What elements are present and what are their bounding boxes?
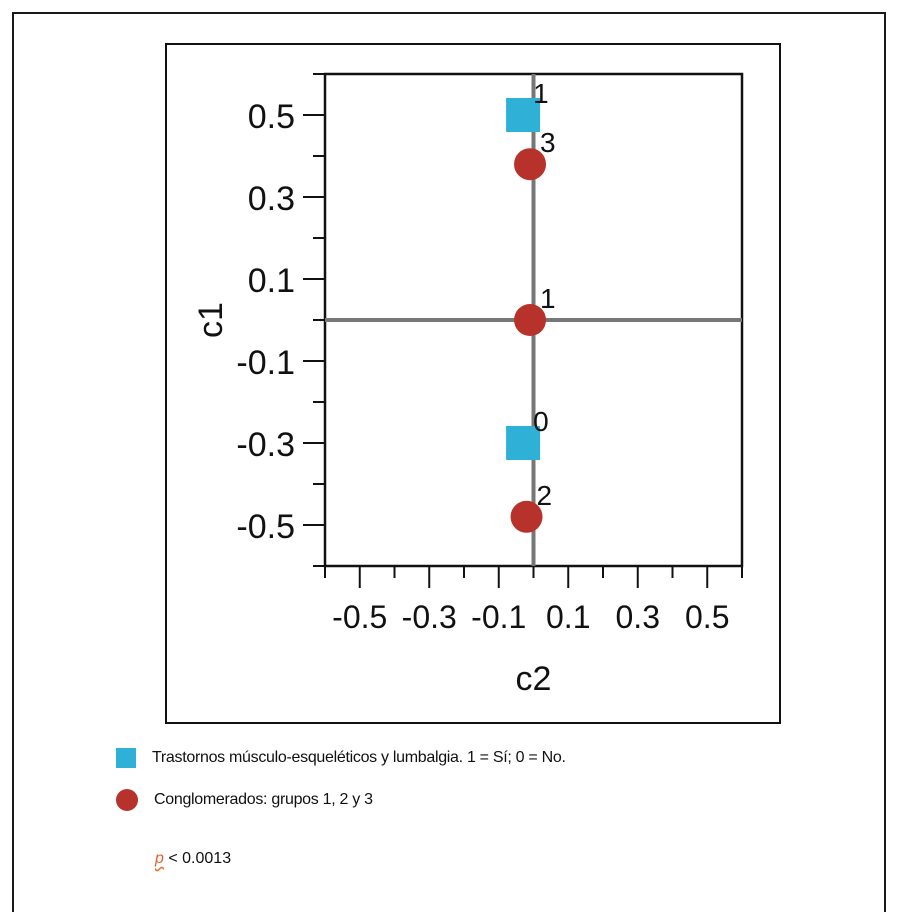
x-tick-label: -0.5 xyxy=(332,599,387,635)
square-marker xyxy=(506,98,541,132)
point-label: 0 xyxy=(533,406,549,437)
y-axis-title: c1 xyxy=(192,302,230,338)
point-label: 2 xyxy=(537,480,553,511)
circle-marker xyxy=(514,304,547,336)
x-axis-title: c2 xyxy=(516,660,552,698)
p-value-annotation: p < 0.0013 xyxy=(155,850,231,868)
chart-frame xyxy=(165,43,781,724)
y-tick-label: -0.5 xyxy=(236,508,295,546)
point-label: 3 xyxy=(540,127,556,158)
y-tick-label: -0.3 xyxy=(236,426,295,464)
legend-square-marker xyxy=(116,748,136,768)
y-tick-label: -0.1 xyxy=(236,344,295,382)
x-tick-label: -0.1 xyxy=(471,599,526,635)
circle-marker xyxy=(510,500,543,533)
y-tick-label: 0.3 xyxy=(248,180,295,218)
legend-circles-label: Conglomerados: grupos 1, 2 y 3 xyxy=(154,791,373,808)
p-symbol: p xyxy=(155,850,164,867)
x-tick-label: -0.3 xyxy=(402,599,457,635)
legend-squares-label: Trastornos músculo-esqueléticos y lumbal… xyxy=(152,749,566,766)
y-tick-label: 0.1 xyxy=(248,262,295,300)
legend-item-circles: Conglomerados: grupos 1, 2 y 3 xyxy=(116,789,373,811)
x-tick-label: 0.3 xyxy=(616,599,660,635)
circle-marker xyxy=(514,148,547,181)
point-label: 1 xyxy=(533,78,549,109)
y-tick-label: 0.5 xyxy=(248,98,295,136)
p-value-text: < 0.0013 xyxy=(168,850,232,867)
x-tick-label: 0.1 xyxy=(546,599,590,635)
legend-circle-marker xyxy=(116,789,138,811)
x-tick-label: 0.5 xyxy=(685,599,729,635)
figure-frame xyxy=(12,12,886,912)
legend-item-squares: Trastornos músculo-esqueléticos y lumbal… xyxy=(116,748,566,768)
point-label: 1 xyxy=(540,283,556,314)
square-marker xyxy=(506,426,541,460)
